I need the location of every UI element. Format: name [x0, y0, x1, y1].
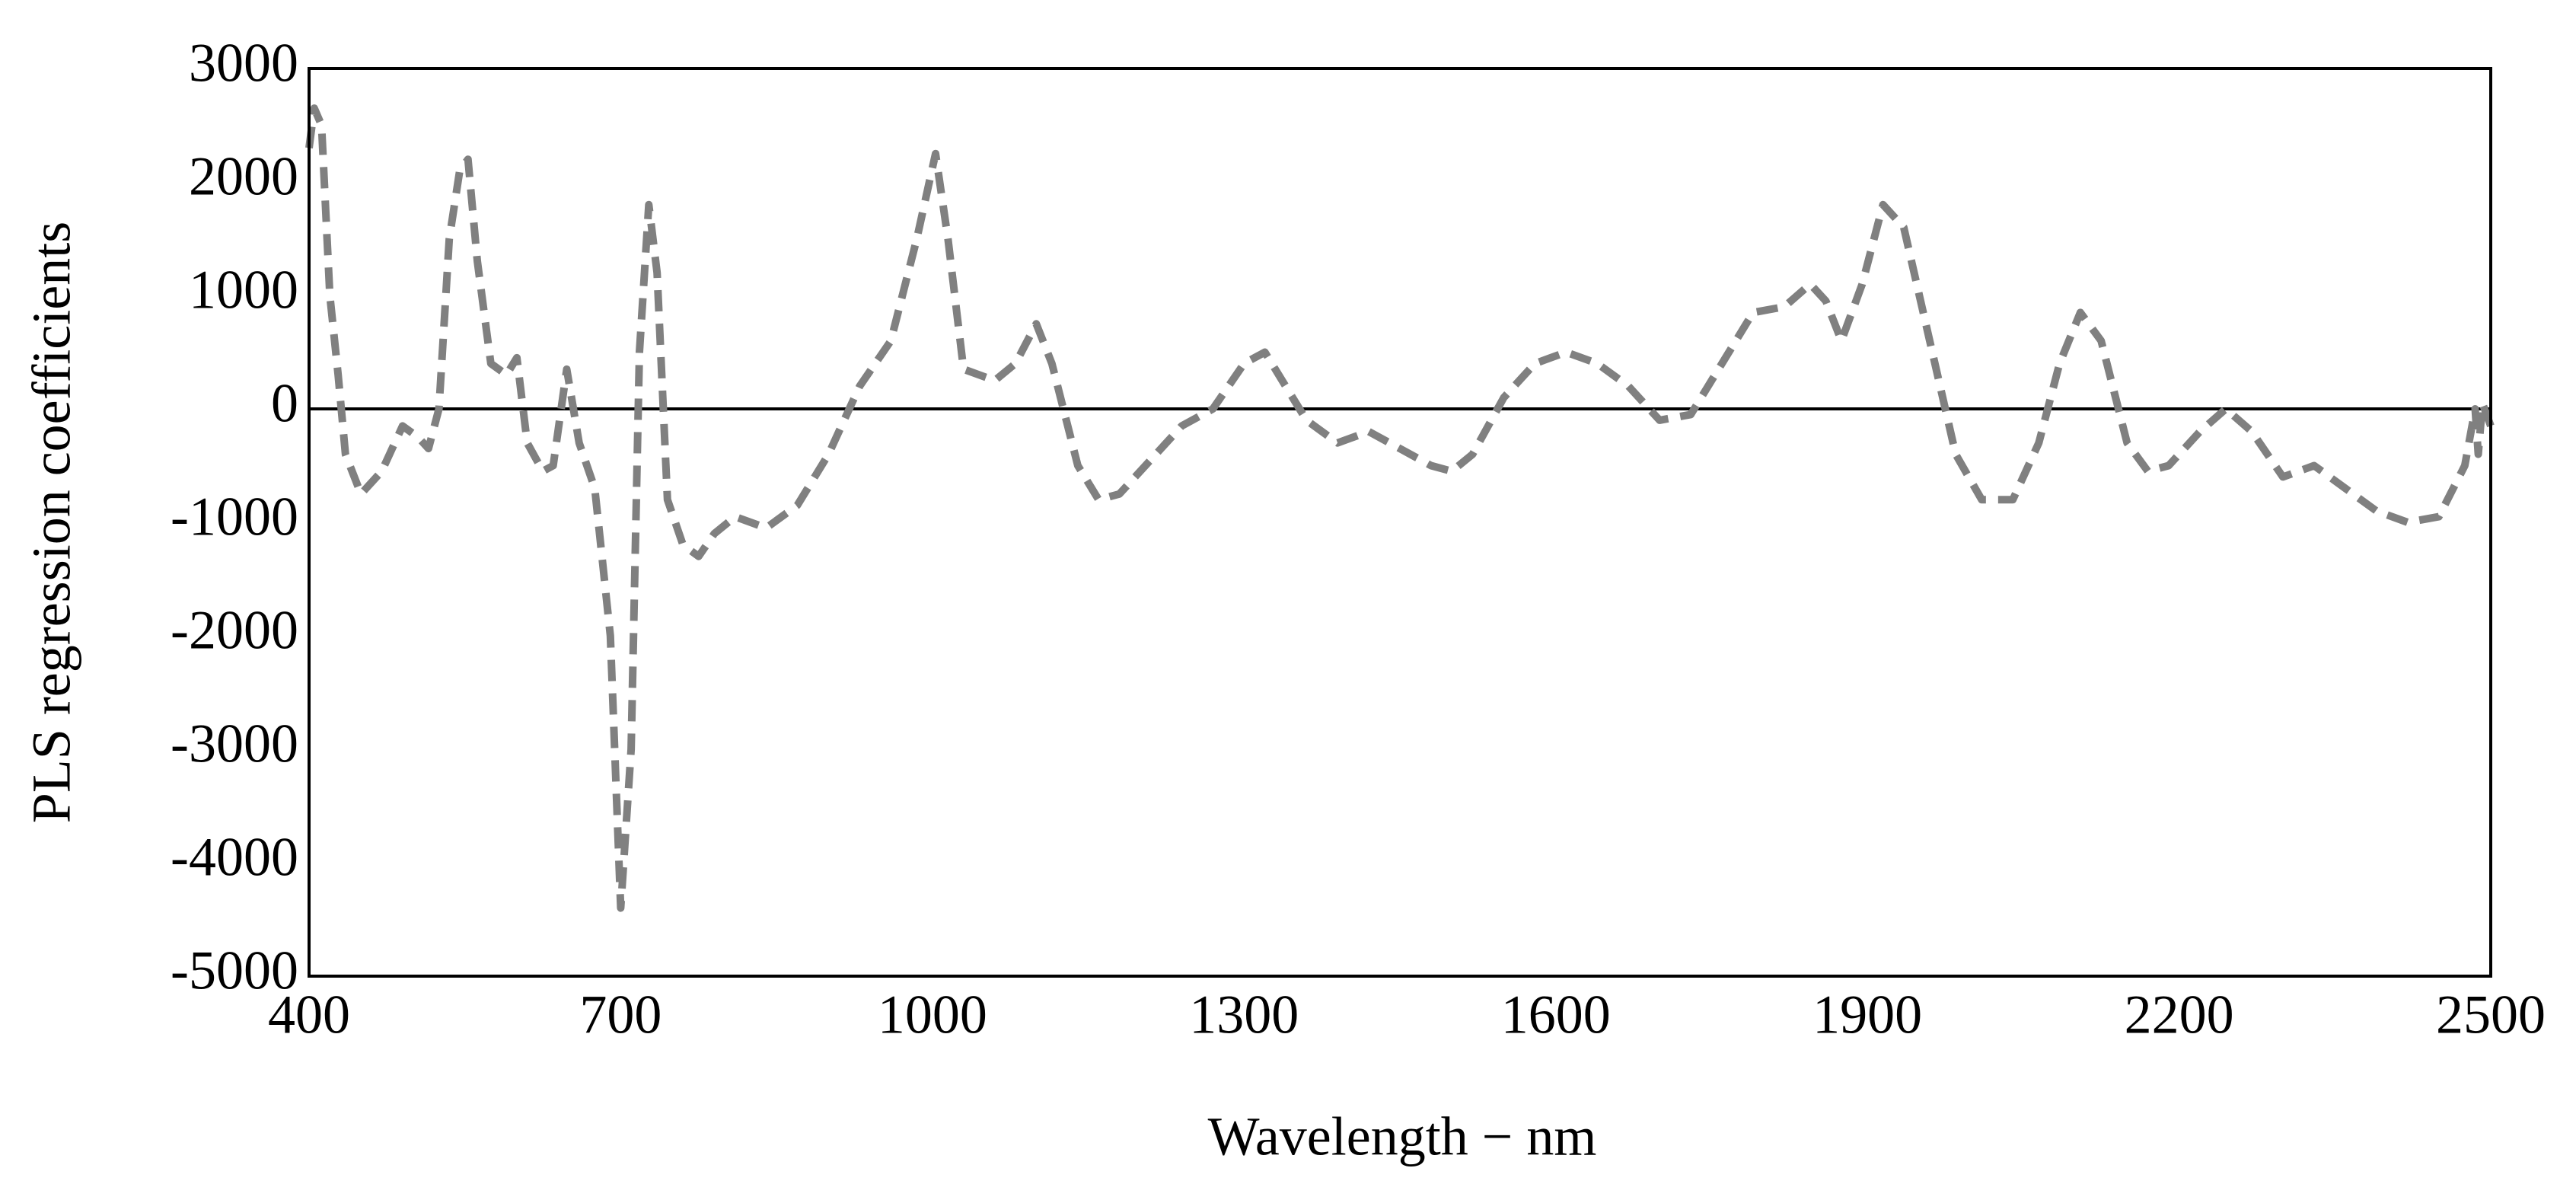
y-tick-label: -4000: [171, 827, 298, 888]
x-tick-label: 1600: [1501, 985, 1611, 1045]
y-tick-label: -2000: [171, 600, 298, 661]
x-tick-label: 2500: [2436, 985, 2546, 1045]
plot-frame: [308, 67, 2492, 978]
y-tick-label: 2000: [189, 146, 298, 207]
x-axis-label: Wavelength − nm: [1208, 1106, 1597, 1167]
x-tick-label: 700: [579, 985, 662, 1045]
y-tick-label: 1000: [189, 260, 298, 321]
x-tick-label: 2200: [2125, 985, 2234, 1045]
x-tick-label: 1000: [878, 985, 987, 1045]
y-tick-label: 0: [271, 373, 298, 434]
y-tick-label: -5000: [171, 940, 298, 1001]
data-line: [305, 104, 2495, 912]
y-tick-label: 3000: [189, 33, 298, 94]
y-tick-label: -3000: [171, 713, 298, 774]
y-tick-label: -1000: [171, 487, 298, 547]
x-tick-label: 1900: [1812, 985, 1922, 1045]
x-tick-label: 400: [268, 985, 350, 1045]
x-tick-label: 1300: [1189, 985, 1299, 1045]
y-axis-label: PLS regression coefficients: [21, 222, 82, 824]
